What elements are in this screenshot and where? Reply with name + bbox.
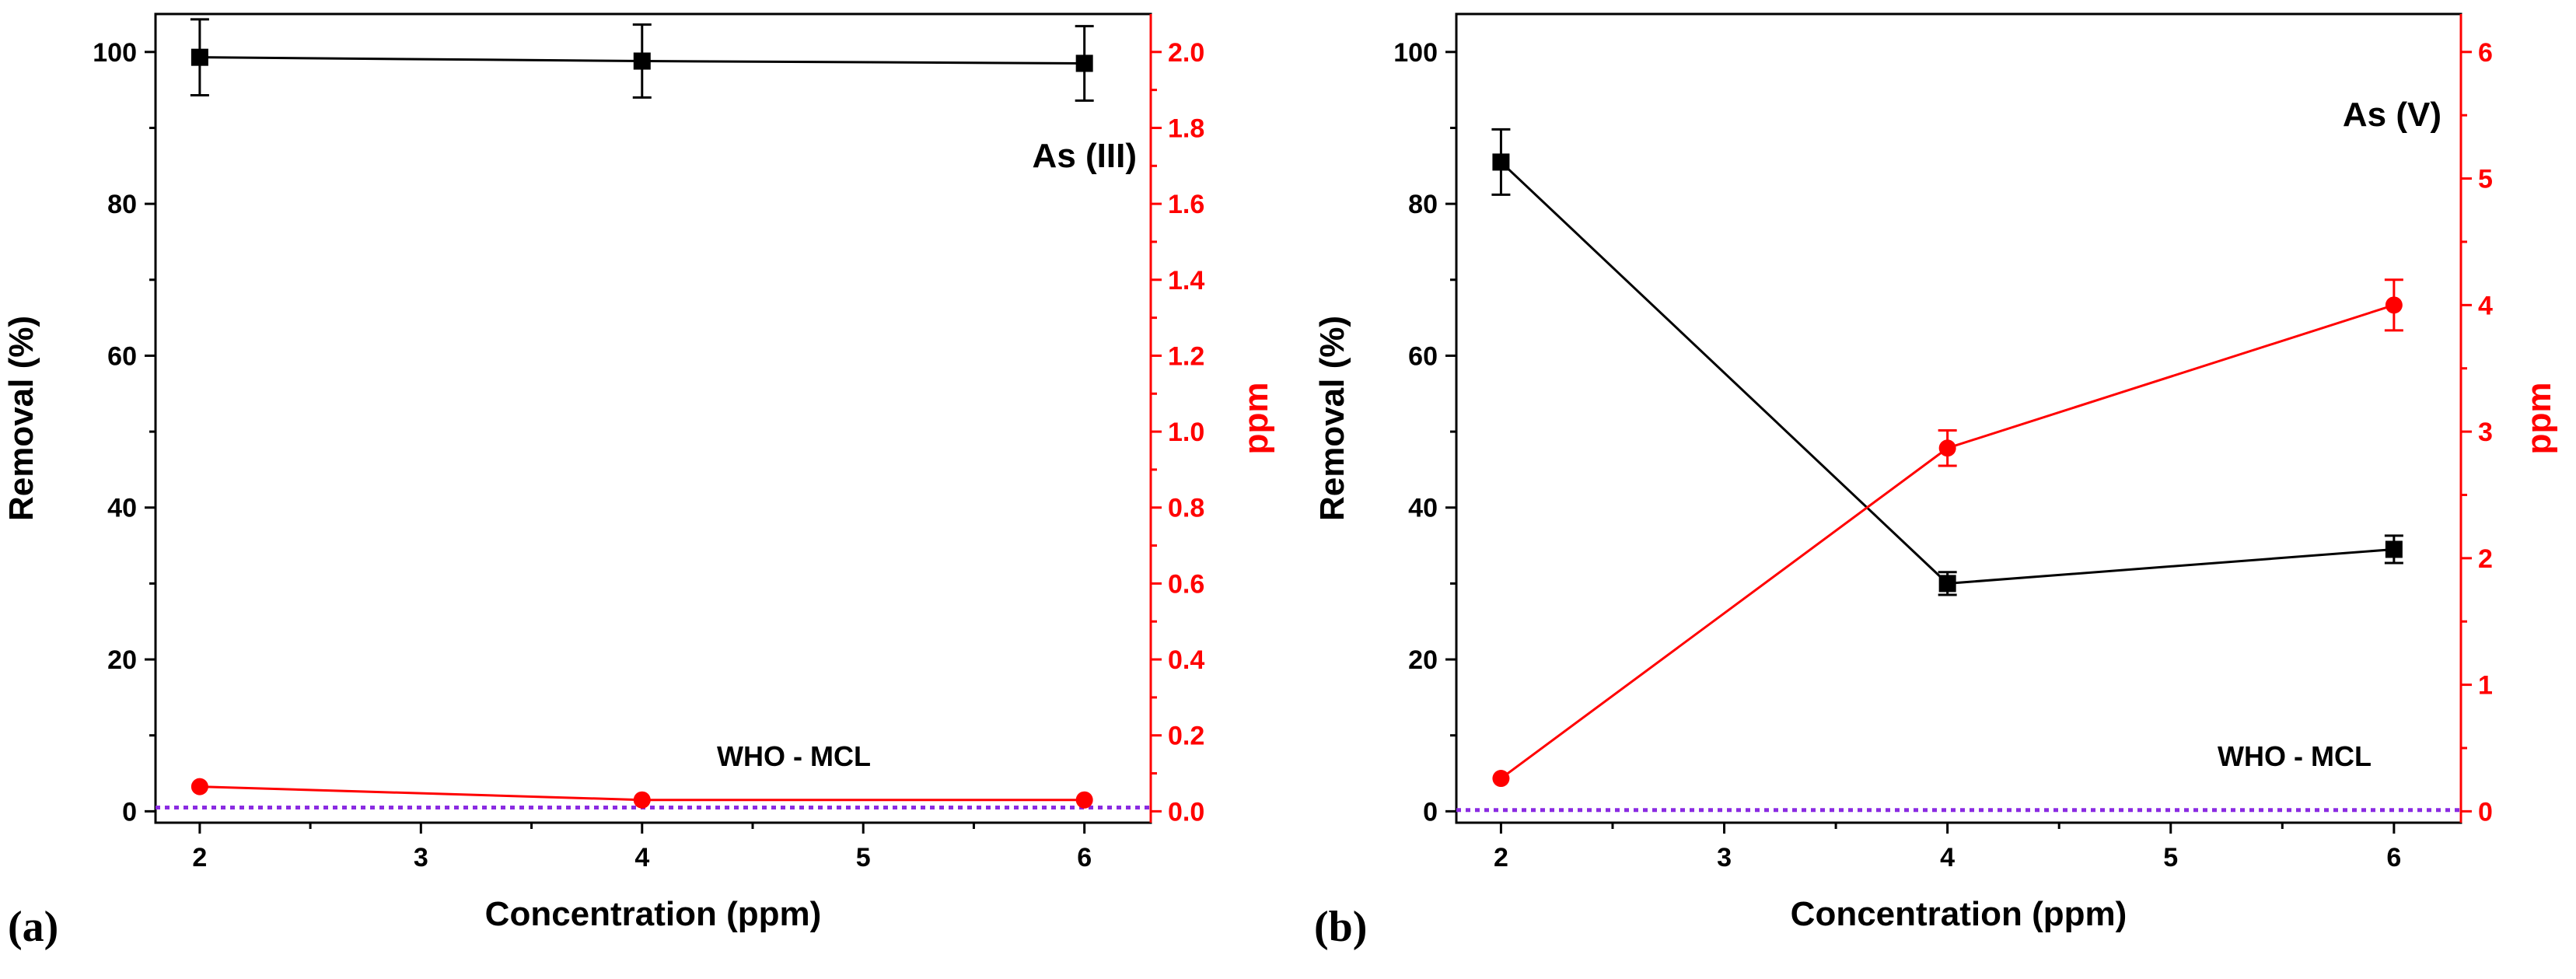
panel-label: (b) <box>1314 903 1367 951</box>
ppm-point <box>1075 791 1093 809</box>
removal-point <box>2385 540 2403 558</box>
x-tick-label: 6 <box>2386 843 2401 872</box>
y-left-axis-title: Removal (%) <box>1313 316 1351 521</box>
y-right-tick-label: 2 <box>2478 544 2493 574</box>
ppm-point <box>190 778 208 795</box>
y-right-tick-label: 0.0 <box>1168 797 1204 827</box>
panel-a: 2 3 4 5 60204060801000.00.20.40.60.81.01.21.… <box>2 12 1275 951</box>
ppm-point <box>633 791 651 809</box>
y-left-tick-label: 40 <box>107 494 137 523</box>
y-right-tick-label: 1.2 <box>1168 341 1204 371</box>
x-axis-title: Concentration (ppm) <box>485 895 822 933</box>
x-tick-label: 3 <box>1717 843 1732 872</box>
y-right-tick-label: 1.8 <box>1168 114 1204 143</box>
y-right-tick-label: 4 <box>2478 291 2493 320</box>
y-right-tick-label: 1.4 <box>1168 266 1204 295</box>
x-tick-label: 2 <box>1494 843 1508 872</box>
plot-frame <box>154 12 1152 824</box>
y-right-tick-label: 0 <box>2478 797 2493 827</box>
x-tick-label: 5 <box>2163 843 2178 872</box>
y-right-axis-title: ppm <box>2520 383 2558 455</box>
species-label: As (V) <box>2343 96 2441 134</box>
y-right-tick-label: 1.0 <box>1168 418 1204 447</box>
y-left-tick-label: 60 <box>1408 341 1438 371</box>
y-left-tick-label: 80 <box>1408 190 1438 219</box>
x-tick-label: 4 <box>1940 843 1955 872</box>
x-tick-label: 2 <box>192 843 207 872</box>
y-right-tick-label: 0.2 <box>1168 722 1204 751</box>
y-right-axis-title: ppm <box>1237 383 1275 455</box>
species-label: As (III) <box>1033 137 1137 175</box>
x-tick-label: 4 <box>634 843 649 872</box>
removal-point <box>1075 54 1093 72</box>
y-right-tick-label: 2.0 <box>1168 38 1204 68</box>
y-left-axis-title: Removal (%) <box>2 316 40 521</box>
who-mcl-label: WHO - MCL <box>2218 740 2372 772</box>
x-tick-label: 6 <box>1077 843 1092 872</box>
ppm-point <box>2385 296 2403 314</box>
ppm-point <box>1492 770 1510 788</box>
y-right-tick-label: 0.6 <box>1168 569 1204 599</box>
y-right-tick-label: 0.8 <box>1168 494 1204 523</box>
y-left-tick-label: 20 <box>1408 645 1438 675</box>
x-axis-title: Concentration (ppm) <box>1791 895 2127 933</box>
y-right-tick-label: 1 <box>2478 671 2493 701</box>
ppm-series-line <box>1500 303 2395 780</box>
who-mcl-label: WHO - MCL <box>717 740 871 772</box>
removal-point <box>1492 153 1510 171</box>
y-left-tick-label: 80 <box>107 190 137 219</box>
y-left-tick-label: 40 <box>1408 494 1438 523</box>
ppm-point <box>1938 439 1956 457</box>
removal-point <box>633 52 651 70</box>
y-left-tick-label: 0 <box>122 797 137 827</box>
y-right-tick-label: 1.6 <box>1168 190 1204 219</box>
y-left-tick-label: 0 <box>1423 797 1438 827</box>
removal-point <box>190 48 208 66</box>
removal-point <box>1938 575 1956 593</box>
x-tick-label: 3 <box>414 843 428 872</box>
y-right-tick-label: 5 <box>2478 165 2493 194</box>
x-tick-label: 5 <box>856 843 871 872</box>
y-left-tick-label: 60 <box>107 341 137 371</box>
removal-series-line <box>1500 161 2394 585</box>
y-right-tick-label: 0.4 <box>1168 645 1204 675</box>
panel-label: (a) <box>8 903 58 951</box>
y-left-tick-label: 100 <box>1393 38 1438 68</box>
y-left-tick-label: 100 <box>93 38 137 68</box>
y-left-tick-label: 20 <box>107 645 137 675</box>
y-right-tick-label: 3 <box>2478 418 2493 447</box>
y-right-tick-label: 6 <box>2478 38 2493 68</box>
